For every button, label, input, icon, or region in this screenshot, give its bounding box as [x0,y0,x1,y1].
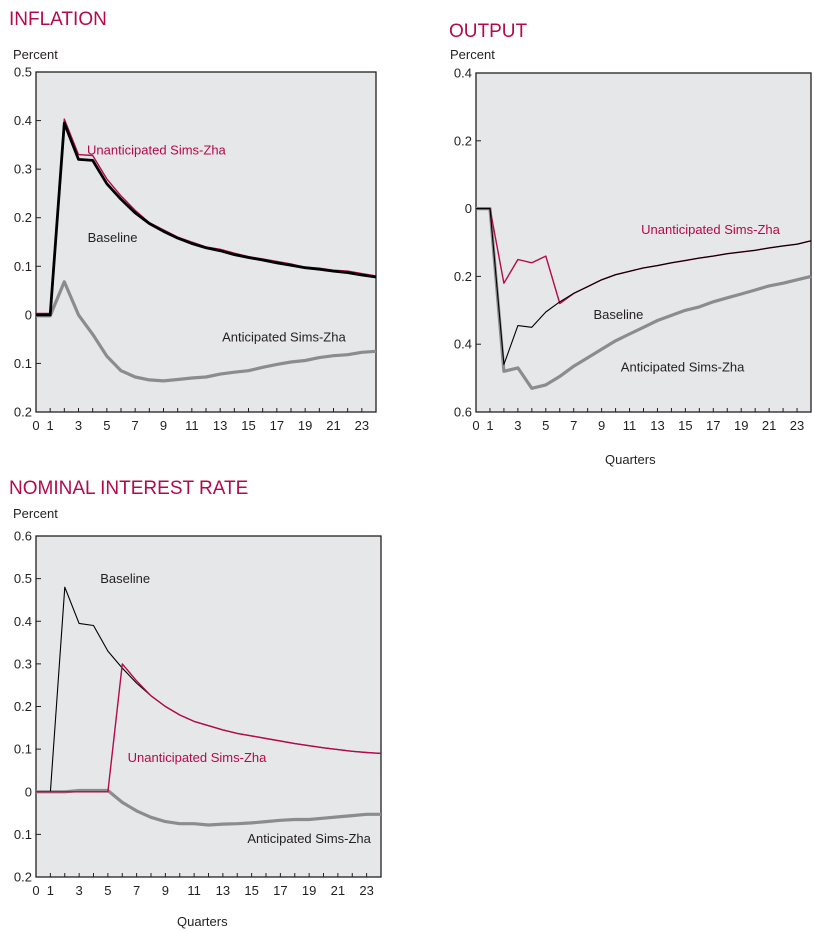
y-tick-label: 0.1 [14,259,32,274]
chart-title: NOMINAL INTEREST RATE [9,478,249,499]
y-tick-label: 0 [25,784,32,799]
y-axis-unit-label: Percent [13,47,58,62]
x-tick-label: 3 [514,418,521,433]
x-tick-label: 0 [32,883,39,898]
chart-title: OUTPUT [449,21,528,42]
series-line [476,208,812,366]
x-tick-label: 19 [734,418,748,433]
x-tick-label: 5 [104,883,111,898]
y-tick-label: 0.4 [14,113,32,128]
y-tick-label: 0.6 [14,529,32,544]
y-tick-label: 0.4 [454,66,472,81]
y-tick-label: 0.2 [454,269,472,284]
series-annotation: Baseline [88,230,138,245]
series-annotation: Unanticipated Sims-Zha [128,750,267,765]
series-annotation: Baseline [593,307,643,322]
series-annotation: Unanticipated Sims-Zha [87,143,226,158]
x-tick-label: 5 [542,418,549,433]
x-tick-label: 21 [331,883,345,898]
x-axis-label: Quarters [177,914,228,929]
series-line [36,663,382,793]
x-tick-label: 21 [762,418,776,433]
series-line [36,121,377,317]
plot-area [475,72,812,413]
series-annotation: Unanticipated Sims-Zha [641,222,780,237]
x-tick-label: 11 [185,418,199,433]
y-tick-label: 0.1 [14,356,32,371]
y-tick-label: 0.5 [14,571,32,586]
x-tick-label: 3 [76,883,83,898]
y-tick-label: 0.2 [454,133,472,148]
y-tick-label: 0.2 [14,210,32,225]
x-tick-label: 9 [160,418,167,433]
y-tick-label: 0.4 [454,337,472,352]
y-tick-label: 0.3 [14,162,32,177]
y-tick-label: 0 [25,307,32,322]
x-tick-label: 17 [706,418,720,433]
plot-area [35,535,382,878]
x-tick-label: 15 [241,418,255,433]
y-tick-label: 0.2 [14,699,32,714]
y-tick-label: 0.2 [14,870,32,885]
x-tick-label: 13 [213,418,227,433]
x-tick-label: 5 [103,418,110,433]
x-tick-label: 11 [187,883,201,898]
x-tick-label: 1 [47,883,54,898]
y-tick-label: 0.4 [14,614,32,629]
y-tick-label: 0.3 [14,656,32,671]
inflation-chart: 0.50.40.30.20.100.10.20 1 3 5 7 9 11 13 15 17 19 21… [14,65,377,433]
output-chart: 0.40.200.20.40.60 1 3 5 7 9 11 13 15 17 19 21 23Unan… [454,66,812,433]
x-tick-label: 7 [570,418,577,433]
y-axis-unit-label: Percent [450,47,495,62]
y-tick-label: 0.1 [14,742,32,757]
plot-area [35,71,377,413]
series-line [36,788,381,827]
x-tick-label: 21 [326,418,340,433]
series-annotation: Anticipated Sims-Zha [222,330,346,345]
y-axis-unit-label: Percent [13,506,58,521]
x-tick-label: 23 [355,418,369,433]
x-tick-label: 3 [75,418,82,433]
x-tick-label: 0 [32,418,39,433]
y-tick-label: 0.6 [454,405,472,420]
y-tick-label: 0.1 [14,827,32,842]
x-tick-label: 15 [244,883,258,898]
series-line [36,280,377,383]
x-tick-label: 23 [359,883,373,898]
x-tick-label: 17 [270,418,284,433]
x-tick-label: 17 [273,883,287,898]
y-tick-label: 0.2 [14,405,32,420]
x-tick-label: 9 [162,883,169,898]
series-annotation: Anticipated Sims-Zha [621,359,745,374]
x-tick-label: 13 [216,883,230,898]
x-tick-label: 19 [302,883,316,898]
series-annotation: Baseline [100,571,150,586]
x-tick-label: 1 [486,418,493,433]
chart-title: INFLATION [9,9,107,30]
x-tick-label: 13 [650,418,664,433]
series-annotation: Anticipated Sims-Zha [247,831,371,846]
x-tick-label: 7 [133,883,140,898]
x-tick-label: 19 [298,418,312,433]
y-tick-label: 0.5 [14,65,32,80]
series-line [476,207,812,390]
x-tick-label: 7 [132,418,139,433]
x-tick-label: 23 [790,418,804,433]
x-tick-label: 15 [678,418,692,433]
interest-rate-chart: 0.60.50.40.30.20.100.10.20 1 3 5 7 9 11 13 15 17 1… [14,529,382,898]
x-tick-label: 11 [623,418,637,433]
x-tick-label: 1 [47,418,54,433]
x-tick-label: 0 [472,418,479,433]
x-tick-label: 9 [598,418,605,433]
x-axis-label: Quarters [605,452,656,467]
y-tick-label: 0 [465,201,472,216]
